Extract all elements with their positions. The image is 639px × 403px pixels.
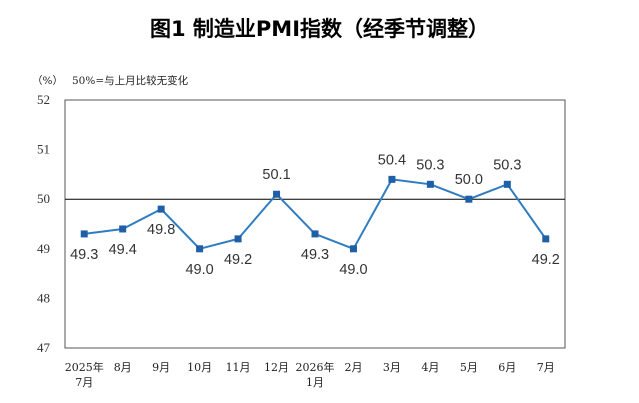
data-point	[157, 205, 165, 213]
data-point	[273, 190, 281, 198]
x-tick-label: 2026年 1月	[296, 360, 335, 389]
x-tick-label: 4月	[421, 361, 439, 374]
x-tick-label: 3月	[383, 361, 401, 374]
data-label: 49.0	[185, 262, 213, 278]
x-tick-label: 12月	[264, 361, 289, 374]
data-label: 49.4	[109, 242, 137, 258]
x-tick-label: 11月	[226, 361, 251, 374]
y-tick-label: 47	[37, 340, 51, 355]
data-label: 49.2	[224, 252, 252, 268]
data-label: 49.3	[301, 247, 329, 263]
x-tick-label: 2月	[344, 361, 362, 374]
plot-frame	[64, 99, 566, 349]
data-point	[542, 235, 550, 243]
data-point	[196, 245, 204, 253]
data-point	[311, 230, 319, 238]
series-line	[84, 178, 547, 250]
data-point	[426, 180, 434, 188]
x-tick-label: 2025年 7月	[65, 360, 104, 389]
data-point	[234, 235, 242, 243]
y-tick-label: 52	[37, 92, 50, 107]
x-tick-label: 10月	[187, 361, 212, 374]
x-tick-label: 9月	[152, 361, 170, 374]
note-label: 50%=与上月比较无变化	[72, 74, 189, 87]
data-label: 50.3	[416, 157, 444, 173]
data-point	[80, 230, 88, 238]
data-point	[388, 175, 396, 183]
y-tick-label: 48	[37, 290, 50, 305]
data-label: 49.3	[70, 247, 98, 263]
y-tick-label: 49	[37, 241, 50, 256]
data-label: 49.2	[532, 252, 560, 268]
chart-title: 图1 制造业PMI指数（经季节调整）	[150, 17, 489, 41]
data-label: 50.3	[493, 157, 521, 173]
data-label: 49.0	[339, 262, 367, 278]
data-label: 50.1	[262, 167, 290, 183]
data-point	[349, 245, 357, 253]
data-label: 50.0	[455, 172, 483, 188]
x-tick-label: 6月	[498, 361, 516, 374]
data-point	[465, 195, 473, 203]
x-tick-label: 5月	[460, 361, 478, 374]
data-label: 49.8	[147, 222, 175, 238]
y-tick-label: 51	[37, 142, 50, 157]
data-point	[503, 180, 511, 188]
data-label: 50.4	[378, 152, 406, 168]
data-point	[119, 225, 127, 233]
x-tick-label: 8月	[114, 361, 132, 374]
unit-label: （%）	[32, 75, 63, 87]
y-tick-label: 50	[37, 191, 50, 206]
x-tick-label: 7月	[537, 361, 555, 374]
